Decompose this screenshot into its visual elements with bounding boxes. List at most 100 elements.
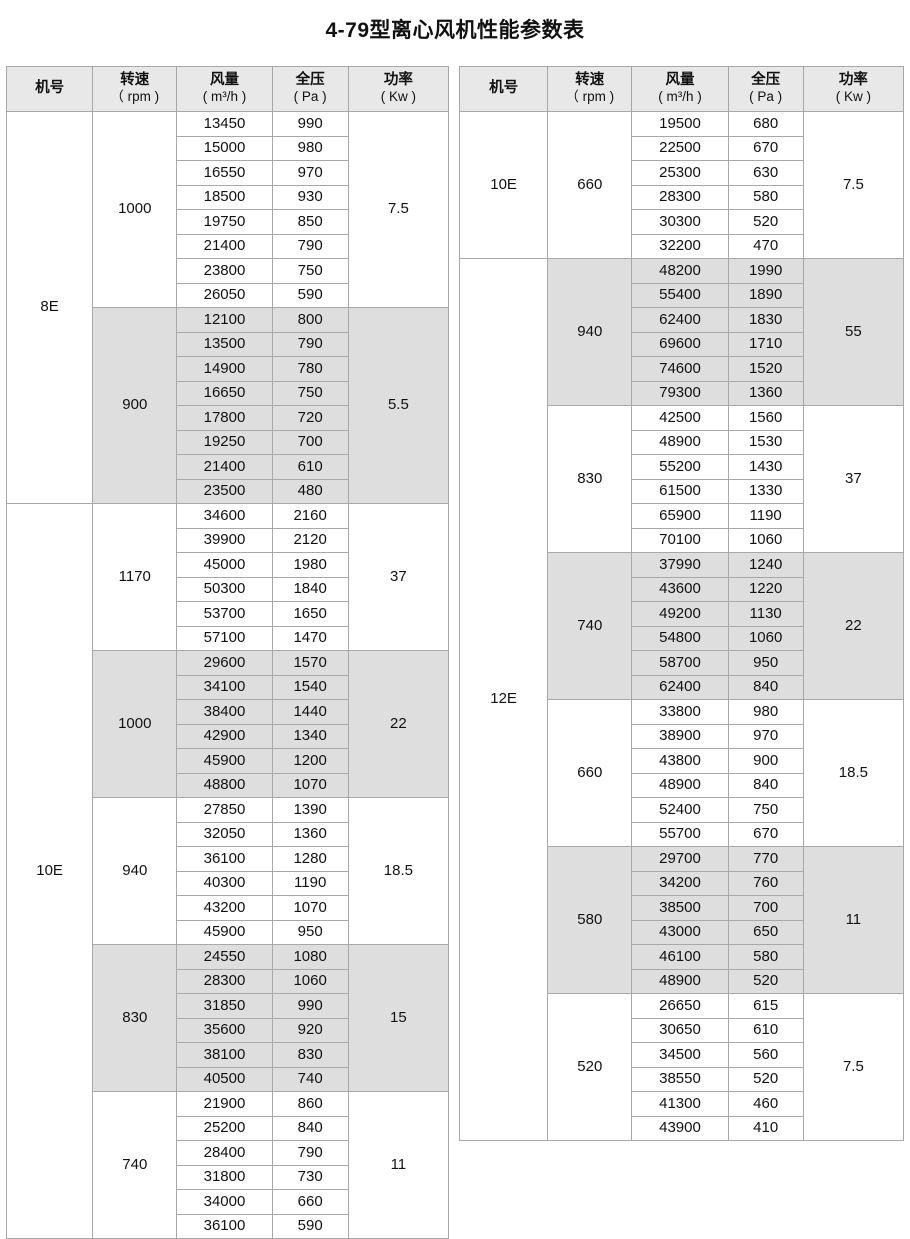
cell-pressure: 830 [271, 1042, 349, 1068]
cell-pressure: 470 [727, 233, 804, 259]
cell-power: 22 [802, 552, 905, 700]
cell-flow: 48900 [631, 429, 729, 455]
cell-power: 7.5 [802, 111, 905, 259]
table-row: 34200 760 [460, 870, 904, 896]
cell-pressure: 590 [271, 282, 349, 308]
cell-power: 18.5 [802, 699, 905, 847]
cell-flow: 34100 [176, 674, 273, 700]
cell-pressure: 1530 [727, 429, 804, 455]
table-row: 40500 740 [7, 1066, 449, 1092]
cell-pressure: 990 [271, 993, 349, 1019]
cell-pressure: 760 [727, 870, 804, 896]
cell-flow: 53700 [176, 601, 273, 627]
cell-pressure: 670 [727, 135, 804, 161]
table-row: 55400 1890 [460, 282, 904, 308]
cell-pressure: 680 [727, 111, 804, 137]
cell-power: 22 [347, 650, 450, 798]
cell-flow: 29700 [631, 846, 729, 872]
column-header-rpm: 转速 （ rpm ) [547, 66, 633, 112]
cell-flow: 55400 [631, 282, 729, 308]
column-header-pressure-label: 全压 [751, 72, 781, 89]
cell-pressure: 520 [727, 209, 804, 235]
cell-flow: 79300 [631, 380, 729, 406]
cell-flow: 61500 [631, 478, 729, 504]
cell-pressure: 1440 [271, 699, 349, 725]
cell-pressure: 790 [271, 233, 349, 259]
cell-model: 8E [5, 111, 94, 504]
cell-pressure: 590 [271, 1213, 349, 1239]
cell-power: 37 [347, 503, 450, 651]
cell-flow: 62400 [631, 307, 729, 333]
cell-flow: 52400 [631, 797, 729, 823]
cell-pressure: 950 [727, 650, 804, 676]
table-header-right: 机号 转速 （ rpm ) 风量 ( m³/h ) 全压 ( Pa ) [458, 66, 905, 112]
table-row: 660 33800 980 18.5 [460, 699, 905, 847]
table-row: 74600 1520 [460, 356, 904, 382]
cell-flow: 38500 [631, 895, 729, 921]
cell-flow: 24550 [176, 944, 273, 970]
table-row: 900 12100 800 5.5 [7, 307, 450, 504]
cell-flow: 27850 [176, 797, 273, 823]
cell-flow: 40300 [176, 870, 273, 896]
cell-flow: 70100 [631, 527, 729, 553]
cell-pressure: 980 [271, 135, 349, 161]
table-row: 57100 1470 [7, 625, 449, 651]
cell-flow: 40500 [176, 1066, 273, 1092]
table-row: 8E 1000 13450 990 7.5 [5, 111, 450, 504]
column-header-flow-label: 风量 [209, 72, 239, 89]
cell-pressure: 460 [727, 1091, 804, 1117]
table-body-right: 10E 660 19500 680 7.5 22500 670 25300 630 28300 58… [458, 111, 905, 1141]
column-header-pressure-unit: ( Pa ) [749, 89, 783, 105]
table-row: 17800 720 [7, 405, 449, 431]
table-row: 43800 900 [460, 748, 904, 774]
cell-pressure: 900 [727, 748, 804, 774]
cell-flow: 17800 [176, 405, 273, 431]
cell-pressure: 660 [271, 1189, 349, 1215]
cell-pressure: 650 [727, 919, 804, 945]
table-row: 48900 840 [460, 772, 904, 798]
cell-pressure: 1430 [727, 454, 804, 480]
cell-pressure: 730 [271, 1164, 349, 1190]
cell-pressure: 1520 [727, 356, 804, 382]
cell-flow: 14900 [176, 356, 273, 382]
cell-pressure: 720 [271, 405, 349, 431]
cell-flow: 69600 [631, 331, 729, 357]
cell-pressure: 1840 [271, 576, 349, 602]
cell-pressure: 1830 [727, 307, 804, 333]
table-row: 830 42500 1560 37 [460, 405, 905, 553]
cell-pressure: 700 [271, 429, 349, 455]
cell-flow: 36100 [176, 846, 273, 872]
table-body-left: 8E 1000 13450 990 7.5 15000 980 16550 970 18500 93… [5, 111, 450, 1239]
table-row: 42900 1340 [7, 723, 449, 749]
cell-pressure: 610 [271, 454, 349, 480]
column-header-pressure-unit: ( Pa ) [293, 89, 327, 105]
header-row: 机号 转速 （ rpm ) 风量 ( m³/h ) 全压 ( Pa ) [458, 66, 905, 112]
cell-flow: 55700 [631, 821, 729, 847]
cell-rpm: 940 [92, 797, 178, 945]
cell-rpm: 830 [92, 944, 178, 1092]
table-row: 26050 590 [7, 282, 449, 308]
cell-flow: 43200 [176, 895, 273, 921]
cell-flow: 30300 [631, 209, 729, 235]
table-row: 43600 1220 [460, 576, 904, 602]
table-row: 22500 670 [460, 135, 904, 161]
cell-pressure: 840 [271, 1115, 349, 1141]
table-row: 21400 790 [7, 233, 449, 259]
cell-flow: 19500 [631, 111, 729, 137]
column-header-power: 功率 ( Kw ) [802, 66, 905, 112]
cell-flow: 32200 [631, 233, 729, 259]
cell-flow: 16650 [176, 380, 273, 406]
cell-pressure: 580 [727, 944, 804, 970]
cell-pressure: 990 [271, 111, 349, 137]
column-header-power-unit: ( Kw ) [835, 89, 871, 105]
cell-flow: 43800 [631, 748, 729, 774]
cell-flow: 26650 [631, 993, 729, 1019]
cell-pressure: 1080 [271, 944, 349, 970]
table-row: 18500 930 [7, 184, 449, 210]
cell-rpm: 1000 [92, 111, 178, 308]
cell-rpm: 660 [547, 111, 633, 259]
header-row: 机号 转速 （ rpm ) 风量 ( m³/h ) 全压 ( Pa ) [5, 66, 450, 112]
column-header-flow-unit: ( m³/h ) [202, 89, 247, 105]
cell-pressure: 670 [727, 821, 804, 847]
table-row: 39900 2120 [7, 527, 449, 553]
